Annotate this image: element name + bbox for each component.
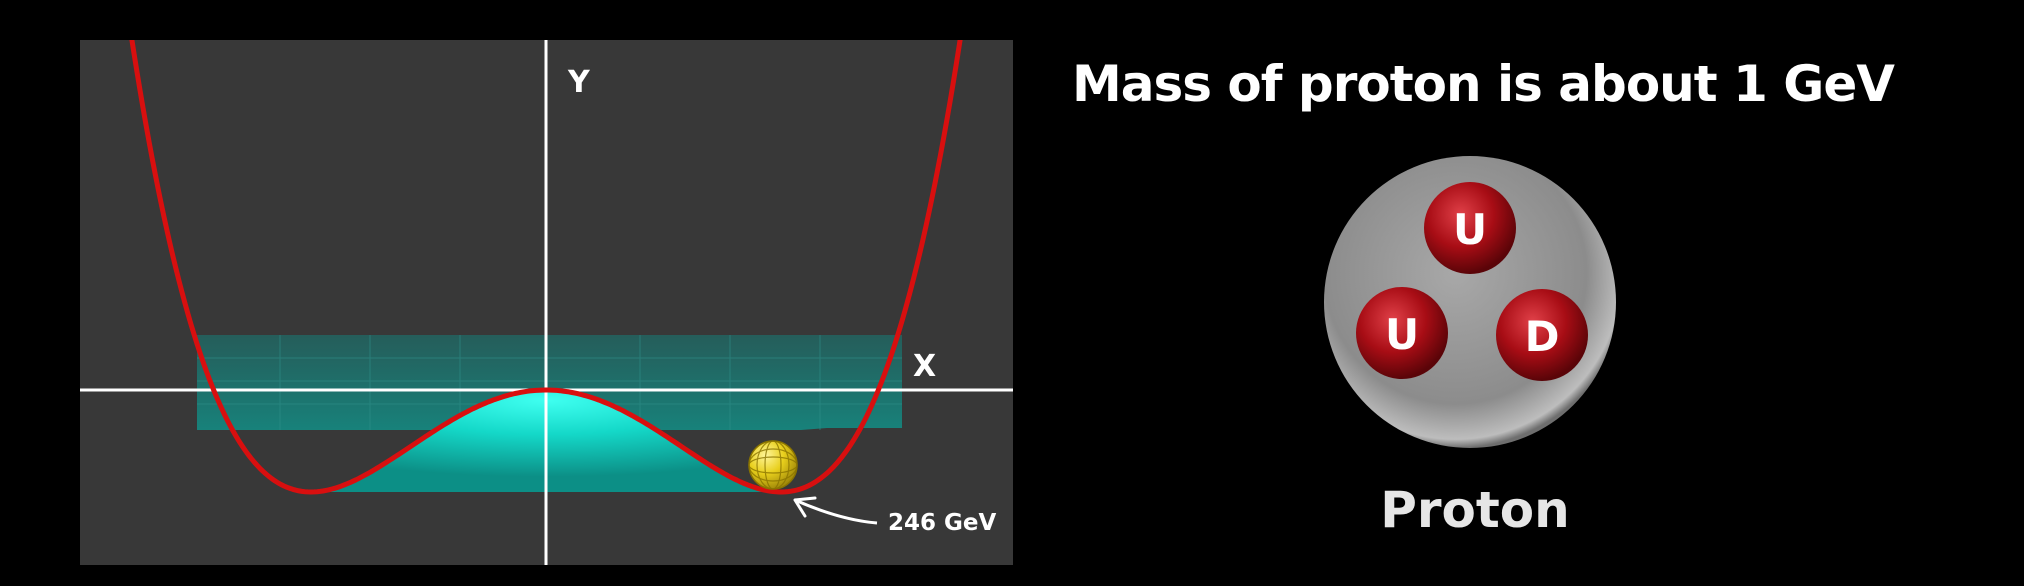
quark-label: U	[1453, 205, 1487, 254]
higgs-potential-panel: Y X 246 GeV	[80, 40, 1013, 565]
potential-curve	[129, 40, 963, 495]
vev-label: 246 GeV	[888, 510, 996, 536]
quark-right: D	[1496, 289, 1588, 381]
higgs-ball	[748, 440, 798, 490]
quark-top: U	[1424, 182, 1516, 274]
vev-arrow-head	[793, 496, 817, 518]
quark-label: D	[1525, 312, 1560, 361]
y-axis-label: Y	[567, 65, 591, 100]
quark-label: U	[1385, 310, 1419, 359]
proton-caption: Proton	[1380, 481, 1570, 539]
proton-illustration: U U D	[1320, 152, 1620, 452]
quark-left: U	[1356, 287, 1448, 379]
headline: Mass of proton is about 1 GeV	[1072, 55, 1895, 113]
vev-arrow	[794, 498, 878, 525]
higgs-potential-diagram: Y X 246 GeV	[80, 40, 1013, 565]
x-axis-label: X	[913, 349, 936, 384]
teal-backdrop	[197, 335, 902, 430]
